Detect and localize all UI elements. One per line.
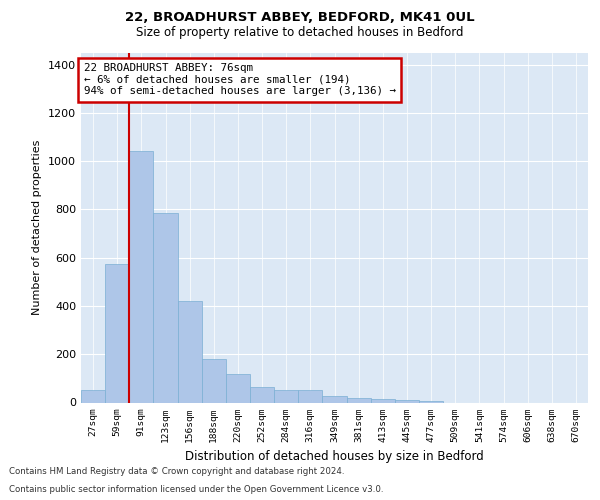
Text: Size of property relative to detached houses in Bedford: Size of property relative to detached ho… xyxy=(136,26,464,39)
Y-axis label: Number of detached properties: Number of detached properties xyxy=(32,140,43,315)
Text: 22, BROADHURST ABBEY, BEDFORD, MK41 0UL: 22, BROADHURST ABBEY, BEDFORD, MK41 0UL xyxy=(125,11,475,24)
Bar xyxy=(395,400,419,402)
Bar xyxy=(250,387,274,402)
Bar xyxy=(81,390,105,402)
Bar xyxy=(298,390,322,402)
Bar xyxy=(129,152,154,402)
Bar xyxy=(371,399,395,402)
Text: Contains HM Land Registry data © Crown copyright and database right 2024.: Contains HM Land Registry data © Crown c… xyxy=(9,467,344,476)
Bar xyxy=(274,390,298,402)
Bar xyxy=(202,359,226,403)
X-axis label: Distribution of detached houses by size in Bedford: Distribution of detached houses by size … xyxy=(185,450,484,463)
Text: 22 BROADHURST ABBEY: 76sqm
← 6% of detached houses are smaller (194)
94% of semi: 22 BROADHURST ABBEY: 76sqm ← 6% of detac… xyxy=(83,63,395,96)
Bar xyxy=(347,398,371,402)
Bar xyxy=(154,213,178,402)
Bar xyxy=(178,301,202,402)
Bar xyxy=(226,374,250,402)
Bar xyxy=(105,264,129,402)
Text: Contains public sector information licensed under the Open Government Licence v3: Contains public sector information licen… xyxy=(9,485,383,494)
Bar xyxy=(322,396,347,402)
